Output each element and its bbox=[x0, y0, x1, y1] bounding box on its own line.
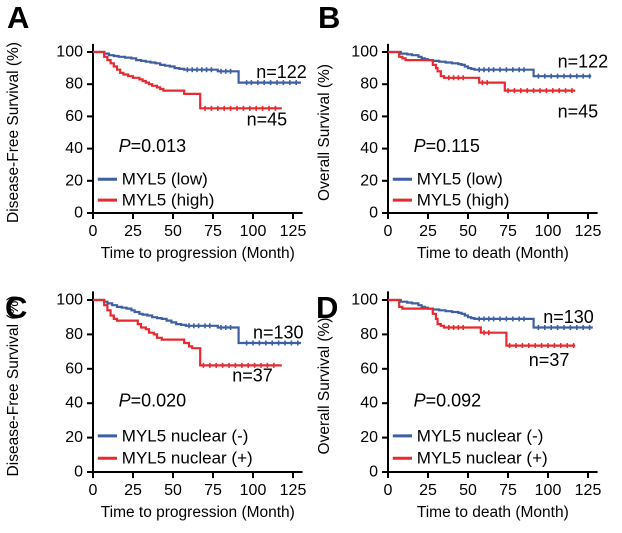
y-tick-label: 40 bbox=[65, 140, 83, 157]
n-count-annotation-group2: n=45 bbox=[247, 110, 288, 130]
y-axis-label: Overall Survival (%) bbox=[316, 318, 333, 455]
x-tick-label: 125 bbox=[280, 482, 307, 499]
x-tick-label: 50 bbox=[459, 482, 477, 499]
legend-label-group2: MYL5 nuclear (+) bbox=[122, 449, 253, 468]
p-value: P=0.020 bbox=[119, 391, 187, 411]
legend-label-group1: MYL5 (low) bbox=[122, 170, 208, 189]
y-tick-label: 0 bbox=[74, 205, 83, 222]
n-count-annotation-group2: n=37 bbox=[529, 350, 570, 370]
y-axis-label: Disease-Free Survival (%) bbox=[5, 296, 22, 477]
y-tick-label: 40 bbox=[65, 395, 83, 412]
panel-letter-c: C bbox=[5, 290, 28, 325]
x-tick-label: 75 bbox=[204, 223, 222, 240]
x-tick-label: 0 bbox=[384, 482, 393, 499]
y-tick-label: 80 bbox=[65, 326, 83, 343]
x-tick-label: 50 bbox=[459, 223, 477, 240]
x-tick-label: 25 bbox=[419, 482, 437, 499]
y-tick-label: 100 bbox=[351, 292, 378, 309]
survival-curve-group1 bbox=[93, 50, 301, 84]
x-tick-label: 50 bbox=[164, 482, 182, 499]
p-value: P=0.115 bbox=[414, 136, 480, 156]
survival-curve-group1 bbox=[388, 298, 593, 329]
x-tick-label: 50 bbox=[164, 223, 182, 240]
x-tick-label: 100 bbox=[535, 223, 562, 240]
legend-label-group1: MYL5 (low) bbox=[417, 170, 503, 189]
x-tick-label: 75 bbox=[499, 223, 517, 240]
x-axis-label: Time to progression (Month) bbox=[101, 504, 295, 521]
x-tick-label: 25 bbox=[124, 223, 142, 240]
y-tick-label: 80 bbox=[65, 76, 83, 93]
legend-label-group1: MYL5 nuclear (-) bbox=[122, 426, 249, 445]
survival-curve-group2 bbox=[93, 298, 282, 367]
y-tick-label: 100 bbox=[56, 44, 83, 61]
x-tick-label: 100 bbox=[240, 223, 267, 240]
y-tick-label: 0 bbox=[369, 205, 378, 222]
panel-a: A 0 20 40 60 80 100 0 25 50 75 100 125 Disease-Free … bbox=[0, 0, 311, 266]
x-tick-label: 100 bbox=[240, 482, 267, 499]
y-tick-label: 100 bbox=[351, 44, 378, 61]
legend-label-group2: MYL5 nuclear (+) bbox=[417, 449, 548, 468]
km-chart-disease-free-survival-myl5: 0 20 40 60 80 100 0 25 50 75 100 125 Disease-Free Su… bbox=[5, 42, 307, 262]
p-value: P=0.013 bbox=[119, 136, 187, 156]
x-tick-label: 25 bbox=[419, 223, 437, 240]
y-tick-label: 60 bbox=[65, 360, 83, 377]
x-axis-label: Time to progression (Month) bbox=[101, 245, 295, 262]
y-tick-label: 60 bbox=[360, 108, 378, 125]
panel-letter-b: B bbox=[318, 0, 341, 35]
y-tick-label: 80 bbox=[360, 76, 378, 93]
survival-curve-group1 bbox=[388, 50, 592, 78]
x-tick-label: 125 bbox=[575, 223, 602, 240]
y-tick-label: 20 bbox=[65, 429, 83, 446]
legend-label-group2: MYL5 (high) bbox=[122, 191, 215, 210]
x-tick-label: 125 bbox=[575, 482, 602, 499]
panel-b: B 0 20 40 60 80 100 0 25 50 75 100 125 Overall Survi… bbox=[311, 0, 622, 266]
x-tick-label: 0 bbox=[384, 223, 393, 240]
x-tick-label: 100 bbox=[535, 482, 562, 499]
y-tick-label: 20 bbox=[65, 172, 83, 189]
panel-d: D 0 20 40 60 80 100 0 25 50 75 100 125 Overall Survi… bbox=[311, 266, 622, 533]
survival-curve-group1 bbox=[93, 298, 301, 345]
n-count-annotation-group1: n=130 bbox=[253, 323, 304, 343]
y-tick-label: 80 bbox=[360, 326, 378, 343]
y-tick-label: 60 bbox=[360, 360, 378, 377]
p-value: P=0.092 bbox=[414, 391, 482, 411]
x-axis-label: Time to death (Month) bbox=[417, 245, 569, 262]
panel-letter-a: A bbox=[7, 0, 30, 35]
y-tick-label: 20 bbox=[360, 172, 378, 189]
n-count-annotation-group2: n=37 bbox=[232, 366, 273, 386]
km-chart-overall-survival-myl5: 0 20 40 60 80 100 0 25 50 75 100 125 Overall Surviva… bbox=[316, 44, 609, 263]
y-axis-label: Overall Survival (%) bbox=[316, 64, 333, 201]
n-count-annotation-group1: n=122 bbox=[558, 52, 609, 72]
x-tick-label: 125 bbox=[280, 223, 307, 240]
survival-curve-group2 bbox=[388, 50, 576, 92]
y-tick-label: 40 bbox=[360, 395, 378, 412]
survival-curve-group2 bbox=[93, 50, 282, 110]
y-tick-label: 60 bbox=[65, 108, 83, 125]
x-tick-label: 0 bbox=[89, 223, 98, 240]
n-count-annotation-group1: n=130 bbox=[543, 307, 594, 327]
km-chart-overall-survival-nuclear: 0 20 40 60 80 100 0 25 50 75 100 125 Overall Surviva… bbox=[316, 291, 602, 521]
y-tick-label: 20 bbox=[360, 429, 378, 446]
y-tick-label: 0 bbox=[369, 464, 378, 481]
n-count-annotation-group2: n=45 bbox=[558, 102, 599, 122]
x-axis-label: Time to death (Month) bbox=[417, 504, 569, 521]
legend-label-group2: MYL5 (high) bbox=[417, 191, 510, 210]
km-chart-disease-free-survival-nuclear: 0 20 40 60 80 100 0 25 50 75 100 125 Disease-Free Su… bbox=[5, 291, 307, 521]
x-tick-label: 75 bbox=[499, 482, 517, 499]
y-axis-label: Disease-Free Survival (%) bbox=[5, 42, 22, 223]
y-tick-label: 0 bbox=[74, 464, 83, 481]
y-tick-label: 100 bbox=[56, 292, 83, 309]
n-count-annotation-group1: n=122 bbox=[256, 62, 307, 82]
y-tick-label: 40 bbox=[360, 140, 378, 157]
x-tick-label: 0 bbox=[89, 482, 98, 499]
x-tick-label: 25 bbox=[124, 482, 142, 499]
legend-label-group1: MYL5 nuclear (-) bbox=[417, 426, 544, 445]
panel-c: C 0 20 40 60 80 100 0 25 50 75 100 125 Disease-Free … bbox=[0, 266, 311, 533]
x-tick-label: 75 bbox=[204, 482, 222, 499]
panel-letter-d: D bbox=[316, 290, 339, 325]
